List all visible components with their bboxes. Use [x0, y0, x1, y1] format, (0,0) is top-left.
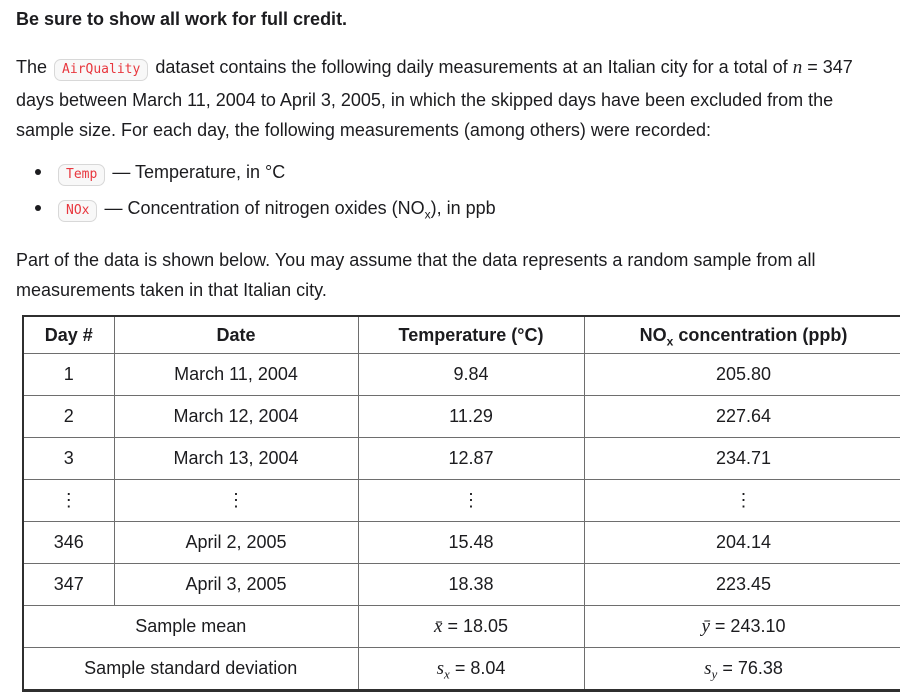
- cell-nox: 223.45: [583, 563, 900, 606]
- list-item-temp: Temp — Temperature, in °C: [35, 161, 900, 186]
- table-row: 2 March 12, 2004 11.29 227.64: [22, 395, 900, 438]
- cell-date: March 11, 2004: [113, 353, 359, 396]
- summary-row-sd: Sample standard deviation sx = 8.04 sy =…: [22, 647, 900, 691]
- cell-day: 1: [22, 353, 115, 396]
- summary-row-mean: Sample mean x̄ = 18.05 ȳ = 243.10: [22, 605, 900, 648]
- cell-day: 347: [22, 563, 115, 606]
- nox-description-pre: — Concentration of nitrogen oxides (NO: [99, 198, 425, 218]
- table-row: 3 March 13, 2004 12.87 234.71: [22, 437, 900, 480]
- page-title: Be sure to show all work for full credit…: [16, 9, 348, 29]
- sx-value: = 8.04: [449, 657, 506, 678]
- nox-header-pre: NO: [639, 324, 667, 345]
- cell-nox: 234.71: [583, 437, 900, 480]
- cell-nox: 204.14: [583, 521, 900, 564]
- col-header-nox: NOx concentration (ppb): [583, 315, 900, 354]
- cell-date: April 2, 2005: [113, 521, 359, 564]
- list-item-nox: NOx — Concentration of nitrogen oxides (…: [35, 197, 900, 222]
- variable-n: n: [792, 57, 803, 78]
- cell-nox: 227.64: [583, 395, 900, 438]
- cell-temp: ⋮: [357, 479, 585, 522]
- ybar-symbol: ȳ: [701, 615, 710, 637]
- ybar-value: = 243.10: [709, 615, 786, 636]
- xbar-symbol: x̄: [434, 615, 443, 637]
- table-row: 1 March 11, 2004 9.84 205.80: [22, 353, 900, 396]
- cell-day: 346: [22, 521, 115, 564]
- table-row-ellipsis: ⋮ ⋮ ⋮ ⋮: [22, 479, 900, 522]
- table-row: 347 April 3, 2005 18.38 223.45: [22, 563, 900, 606]
- cell-sd-temp: sx = 8.04: [357, 647, 585, 691]
- sx-symbol: s: [436, 657, 445, 679]
- data-table-container: Day # Date Temperature (°C) NOx concentr…: [22, 315, 900, 692]
- col-header-date: Date: [113, 315, 359, 354]
- sx-subscript: x: [444, 666, 450, 682]
- cell-nox: ⋮: [583, 479, 900, 522]
- cell-date: April 3, 2005: [113, 563, 359, 606]
- cell-nox: 205.80: [583, 353, 900, 396]
- data-table: Day # Date Temperature (°C) NOx concentr…: [22, 315, 900, 692]
- nox-description-post: ), in ppb: [430, 198, 496, 218]
- intro-text-1: The: [16, 57, 48, 77]
- cell-temp: 11.29: [357, 395, 585, 438]
- sy-symbol: s: [704, 657, 712, 679]
- summary-label-mean: Sample mean: [22, 605, 359, 648]
- cell-temp: 12.87: [357, 437, 585, 480]
- cell-mean-temp: x̄ = 18.05: [357, 605, 585, 648]
- table-header-row: Day # Date Temperature (°C) NOx concentr…: [22, 315, 900, 354]
- nox-header-post: concentration (ppb): [673, 324, 848, 345]
- cell-mean-nox: ȳ = 243.10: [583, 605, 900, 648]
- nox-subscript: x: [424, 207, 431, 222]
- summary-label-sd: Sample standard deviation: [22, 647, 359, 691]
- cell-date: March 12, 2004: [113, 395, 359, 438]
- nox-header-subscript: x: [666, 334, 674, 349]
- table-row: 346 April 2, 2005 15.48 204.14: [22, 521, 900, 564]
- cell-day: ⋮: [22, 479, 115, 522]
- cell-temp: 15.48: [357, 521, 585, 564]
- cell-temp: 18.38: [357, 563, 585, 606]
- col-header-day: Day #: [22, 315, 115, 354]
- sy-subscript: y: [711, 666, 718, 682]
- inline-code-airquality: AirQuality: [54, 59, 149, 81]
- cell-sd-nox: sy = 76.38: [583, 647, 900, 691]
- cell-day: 3: [22, 437, 115, 480]
- cell-temp: 9.84: [357, 353, 585, 396]
- inline-code-nox: NOx: [58, 200, 98, 222]
- intro-paragraph: The AirQuality dataset contains the foll…: [16, 52, 890, 145]
- inline-code-temp: Temp: [58, 164, 106, 186]
- xbar-value: = 18.05: [442, 615, 508, 636]
- data-description-paragraph: Part of the data is shown below. You may…: [16, 250, 816, 300]
- intro-text-2: dataset contains the following daily mea…: [150, 57, 793, 77]
- cell-date: March 13, 2004: [113, 437, 359, 480]
- col-header-temperature: Temperature (°C): [357, 315, 585, 354]
- cell-date: ⋮: [113, 479, 359, 522]
- cell-day: 2: [22, 395, 115, 438]
- temp-description: — Temperature, in °C: [107, 162, 286, 182]
- intro-text-3: = 347 days between March 11, 2004 to Apr…: [16, 57, 853, 140]
- measurement-list: Temp — Temperature, in °C NOx — Concentr…: [16, 161, 900, 222]
- sy-value: = 76.38: [717, 657, 783, 678]
